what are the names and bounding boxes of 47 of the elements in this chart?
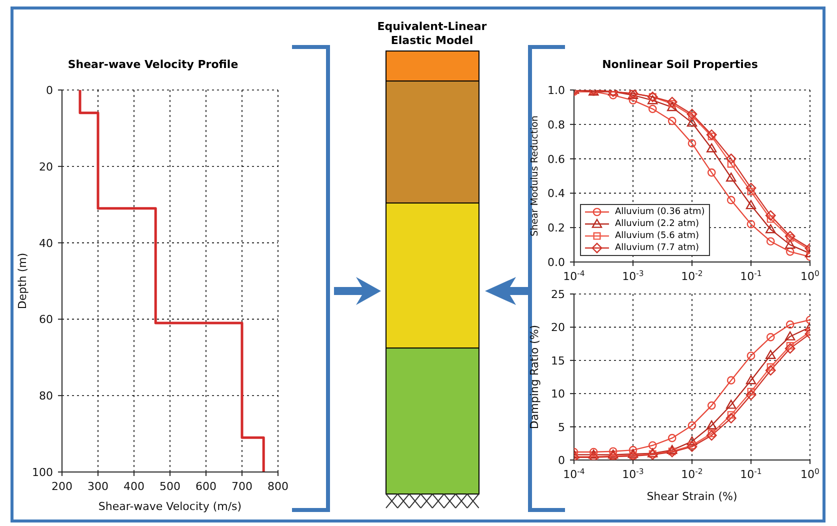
- x-tick-label: 10$^{-1}$: [740, 466, 762, 481]
- x-tick-label: 10$^{-3}$: [622, 466, 644, 481]
- x-tick-label: 10$^{-4}$: [563, 466, 585, 481]
- text: Equivalent-Linear Elastic Model: [376, 20, 488, 48]
- y-tick-label: 0.4: [548, 187, 565, 200]
- y-tick-label: 15: [551, 354, 565, 368]
- y-tick-label: 0.2: [548, 222, 565, 235]
- x-tick-label: 10$^{-4}$: [563, 268, 585, 283]
- y-tick-label: 60: [39, 313, 53, 326]
- y-tick-label: 0.6: [548, 152, 565, 166]
- y-tick-label: 80: [39, 390, 53, 403]
- legend-label: Alluvium (5.6 atm): [615, 231, 700, 241]
- chart-title: Nonlinear Soil Properties: [601, 58, 759, 73]
- legend-label: Alluvium (2.2 atm): [615, 219, 700, 229]
- x-tick-label: 300: [88, 480, 108, 493]
- y-axis-title: Damping Ratio (%): [528, 324, 541, 430]
- x-tick-label: 10$^{-1}$: [740, 268, 762, 283]
- chart-title: Shear-wave Velocity Profile: [66, 58, 240, 73]
- y-tick-label: 100: [32, 466, 53, 479]
- x-tick-label: 800: [268, 480, 288, 493]
- x-tick-label: 10$^{-2}$: [681, 466, 703, 481]
- y-tick-label: 20: [551, 321, 565, 334]
- x-tick-label: 10$^{-2}$: [681, 268, 703, 283]
- legend-label: Alluvium (0.36 atm): [615, 207, 705, 217]
- y-tick-label: 40: [39, 236, 53, 250]
- y-tick-label: 20: [39, 160, 53, 174]
- x-tick-label: 10$^{0}$: [800, 268, 820, 283]
- x-tick-label: 10$^{-3}$: [622, 268, 644, 283]
- y-tick-label: 1.0: [548, 84, 565, 97]
- legend-label: Alluvium (7.7 atm): [615, 243, 700, 253]
- y-tick-label: 5: [558, 420, 565, 434]
- y-tick-label: 0.8: [548, 118, 565, 132]
- y-axis-title: Depth (m): [16, 252, 29, 310]
- x-axis-title: Shear Strain (%): [646, 490, 738, 503]
- x-tick-label: 10$^{0}$: [800, 466, 820, 481]
- y-tick-label: 25: [551, 288, 565, 301]
- y-tick-label: 0: [46, 84, 53, 97]
- x-tick-label: 600: [196, 480, 216, 493]
- x-tick-label: 500: [160, 480, 180, 493]
- x-axis-title: Shear-wave Velocity (m/s): [98, 500, 242, 513]
- y-tick-label: 10: [551, 388, 565, 401]
- x-tick-label: 200: [52, 480, 72, 493]
- y-tick-label: 0.0: [548, 256, 565, 269]
- y-axis-title: Shear Modulus Reduction: [529, 116, 540, 236]
- y-tick-label: 0: [558, 454, 565, 467]
- x-tick-label: 700: [232, 480, 252, 493]
- x-tick-label: 400: [124, 480, 144, 493]
